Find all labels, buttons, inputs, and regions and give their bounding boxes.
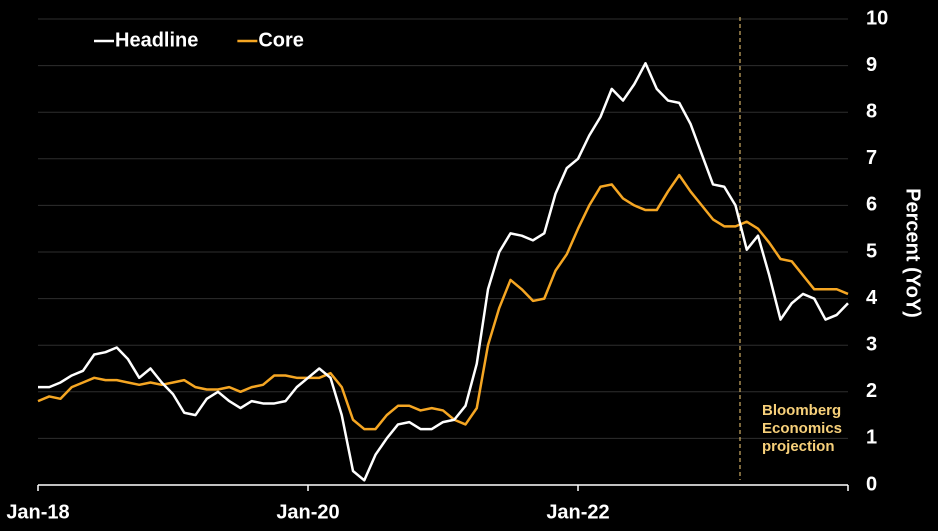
y-tick-label: 2 [866,380,877,402]
line-series [38,62,849,482]
x-tick-label: Jan-18 [6,501,69,523]
projection-label: projection [762,438,835,455]
y-tick-label: 0 [866,473,877,495]
line-series [37,173,849,431]
y-tick-label: 8 [866,100,877,122]
projection-label: Bloomberg [762,402,841,419]
y-tick-label: 5 [866,240,877,262]
y-tick-label: 7 [866,147,877,169]
y-axis-label: Percent (YoY) [902,188,924,318]
y-tick-label: 10 [866,7,888,29]
x-tick-label: Jan-22 [546,501,609,523]
y-tick-label: 9 [866,54,877,76]
y-tick-label: 4 [866,287,878,309]
projection-label: Economics [762,420,842,437]
x-tick-label: Jan-20 [276,501,339,523]
legend-label: Core [258,29,304,51]
y-tick-label: 1 [866,427,877,449]
y-tick-label: 3 [866,333,877,355]
y-tick-label: 6 [866,194,877,216]
legend-label: Headline [115,29,198,51]
